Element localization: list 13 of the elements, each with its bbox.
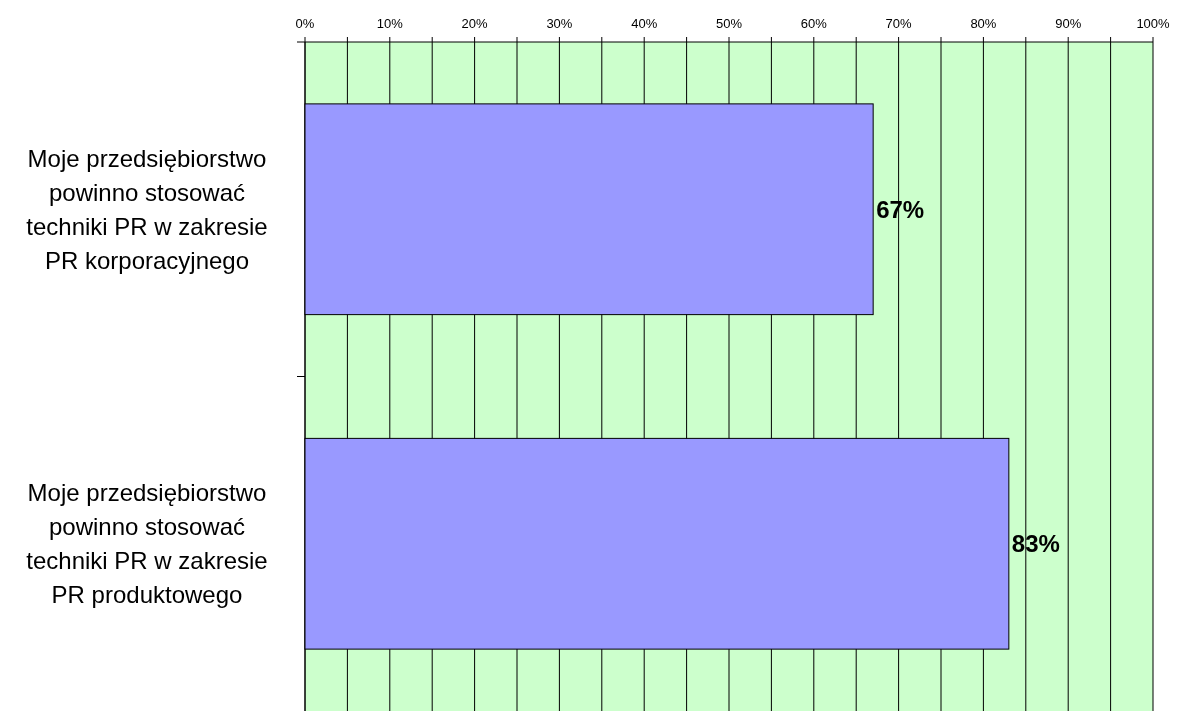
y-tick-label: Moje przedsiębiorstwo powinno stosować techniki PR w zakresie PR korporacyjnego: [26, 144, 268, 274]
x-tick-label: 0%: [295, 16, 315, 31]
x-tick-label: 90%: [1055, 16, 1082, 31]
y-tick-label: Moje przedsiębiorstwo powinno stosować techniki PR w zakresie PR produktowego: [26, 479, 268, 609]
x-tick-label: 60%: [800, 16, 828, 31]
x-tick-label: 100%: [1136, 16, 1171, 31]
x-tick-label: 80%: [970, 16, 997, 31]
x-tick-label: 70%: [885, 16, 913, 31]
x-tick-label: 30%: [546, 16, 573, 31]
x-tick-label: 10%: [376, 16, 404, 31]
x-tick-label: 40%: [631, 16, 658, 31]
x-tick-label: 20%: [461, 16, 489, 31]
x-tick-label: 50%: [715, 16, 743, 31]
